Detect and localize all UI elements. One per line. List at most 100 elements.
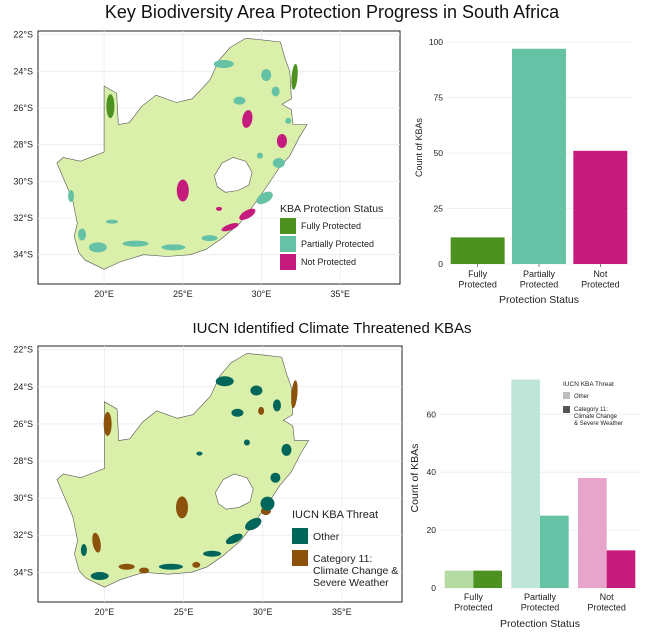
chart2-x-tick-label: Not Protected	[587, 592, 626, 612]
top-title: Key Biodiversity Area Protection Progres…	[104, 2, 560, 22]
top-map-legend-swatch	[280, 254, 296, 270]
bottom-map-kba-area	[258, 406, 265, 415]
chart1-bar	[512, 48, 566, 264]
chart1-x-tick-label: Fully Protected	[458, 269, 497, 289]
top-map-legend-swatch	[280, 236, 296, 252]
bottom-map-kba-area	[103, 411, 112, 436]
top-map-kba-area	[285, 117, 292, 124]
bottom-map-lesotho	[214, 473, 254, 510]
top-map-lat-tick-label: 32°S	[13, 213, 33, 223]
chart2-bar-category11	[606, 550, 636, 588]
bottom-map-kba-area	[281, 443, 292, 456]
bottom-map-kba-area	[260, 496, 275, 511]
bottom-map-kba-area	[245, 517, 262, 531]
bottom-map-kba-area	[176, 496, 189, 519]
chart1-y-tick-label: 50	[434, 148, 444, 158]
top-map-lat-tick-label: 22°S	[13, 30, 33, 40]
chart2-x-axis-label: Protection Status	[500, 618, 580, 630]
bottom-map-legend-swatch	[292, 550, 308, 566]
top-map-kba-area	[216, 206, 222, 211]
top-map-kba-area	[291, 63, 298, 90]
chart1-y-tick-label: 0	[438, 259, 443, 269]
chart1-y-tick-label: 75	[434, 93, 444, 103]
top-map-lon-tick-label: 25°E	[173, 289, 193, 299]
top-map-lat-tick-label: 28°S	[13, 140, 33, 150]
bottom-map-kba-area	[225, 533, 243, 545]
bottom-map-lat-tick-label: 22°S	[13, 345, 33, 355]
top-map-lat-tick-label: 34°S	[13, 250, 33, 260]
chart1-x-tick-label: Not Protected	[581, 269, 620, 289]
bottom-title: IUCN Identified Climate Threatened KBAs	[192, 320, 472, 337]
bottom-map-kba-area	[270, 472, 281, 483]
top-map-legend-title: KBA Protection Status	[280, 203, 383, 215]
bottom-map-lon-tick-label: 35°E	[332, 607, 352, 617]
bottom-map-kba-area	[291, 380, 298, 409]
bottom-map-lat-tick-label: 32°S	[13, 530, 33, 540]
bottom-map-legend-title: IUCN KBA Threat	[292, 509, 378, 521]
bottom-map-kba-area	[92, 532, 101, 553]
bottom-map-kba-area	[90, 572, 109, 581]
chart1-x-axis-label: Protection Status	[499, 294, 579, 306]
chart2-x-tick-label: Fully Protected	[454, 592, 493, 612]
top-map-lat-tick-label: 24°S	[13, 66, 33, 76]
bottom-map-kba-area	[196, 451, 203, 456]
top-map-kba-area	[256, 152, 263, 159]
bottom-map-kba-area	[243, 439, 250, 446]
bottom-map-lat-tick-label: 24°S	[13, 382, 33, 392]
bottom-map-lat-tick-label: 34°S	[13, 567, 33, 577]
bottom-map-lat-tick-label: 26°S	[13, 419, 33, 429]
chart2-legend-label: Category 11: Climate Change & Severe Weath…	[574, 407, 623, 427]
top-map-legend-label: Not Protected	[301, 257, 356, 267]
chart1-y-tick-label: 100	[429, 37, 443, 47]
chart2-y-tick-label: 60	[427, 409, 437, 419]
top-map-lon-tick-label: 20°E	[94, 289, 114, 299]
chart2-bar-other	[511, 379, 540, 588]
bottom-map-lat-tick-label: 30°S	[13, 493, 33, 503]
top-map-kba-area	[78, 228, 87, 241]
top-map-kba-area	[233, 96, 246, 105]
chart1-x-tick-label: Partially Protected	[520, 269, 559, 289]
top-map-kba-area	[161, 244, 186, 251]
top-map-kba-area	[242, 110, 253, 128]
bottom-map-legend-label: Other	[313, 531, 340, 543]
chart2-legend-label: Other	[574, 394, 589, 400]
chart2-bar-other	[578, 478, 607, 588]
chart2-bar-other	[444, 570, 474, 588]
bottom-map-kba-area	[80, 544, 87, 557]
chart2-y-tick-label: 20	[427, 525, 437, 535]
top-map-kba-area	[276, 134, 287, 148]
bottom-map-kba-area	[139, 567, 150, 574]
top-map-kba-area	[239, 208, 256, 221]
bottom-map-lon-tick-label: 25°E	[174, 607, 194, 617]
chart2-y-axis-label: Count of KBAs	[409, 444, 421, 513]
bottom-map-lon-tick-label: 30°E	[253, 607, 273, 617]
chart2-bar-category11	[473, 570, 502, 588]
bottom-map-kba-area	[158, 563, 183, 570]
top-map-kba-area	[201, 235, 218, 242]
bottom-map-legend-label: Category 11: Climate Change & Severe Weath…	[313, 553, 398, 589]
top-map-legend-label: Partially Protected	[301, 239, 374, 249]
bottom-map-kba-area	[192, 561, 201, 568]
top-map-kba-area	[213, 60, 234, 68]
top-map-kba-area	[271, 86, 280, 97]
top-map-lesotho	[213, 157, 253, 193]
top-map-kba-area	[122, 240, 149, 247]
chart1-bar	[450, 237, 505, 264]
chart1-y-tick-label: 25	[434, 204, 444, 214]
bottom-map-kba-area	[203, 550, 222, 557]
chart2-y-tick-label: 0	[431, 583, 436, 593]
bottom-map-kba-area	[118, 563, 135, 570]
bottom-map-kba-area	[215, 376, 234, 387]
chart2-y-tick-label: 40	[427, 467, 437, 477]
chart2-legend-swatch	[563, 406, 570, 413]
top-map-kba-area	[261, 69, 272, 81]
top-map-kba-area	[176, 179, 189, 202]
bottom-map-lon-tick-label: 20°E	[95, 607, 115, 617]
bottom-map-legend-swatch	[292, 528, 308, 544]
top-map-lon-tick-label: 35°E	[330, 289, 350, 299]
chart2-x-tick-label: Partially Protected	[521, 592, 560, 612]
